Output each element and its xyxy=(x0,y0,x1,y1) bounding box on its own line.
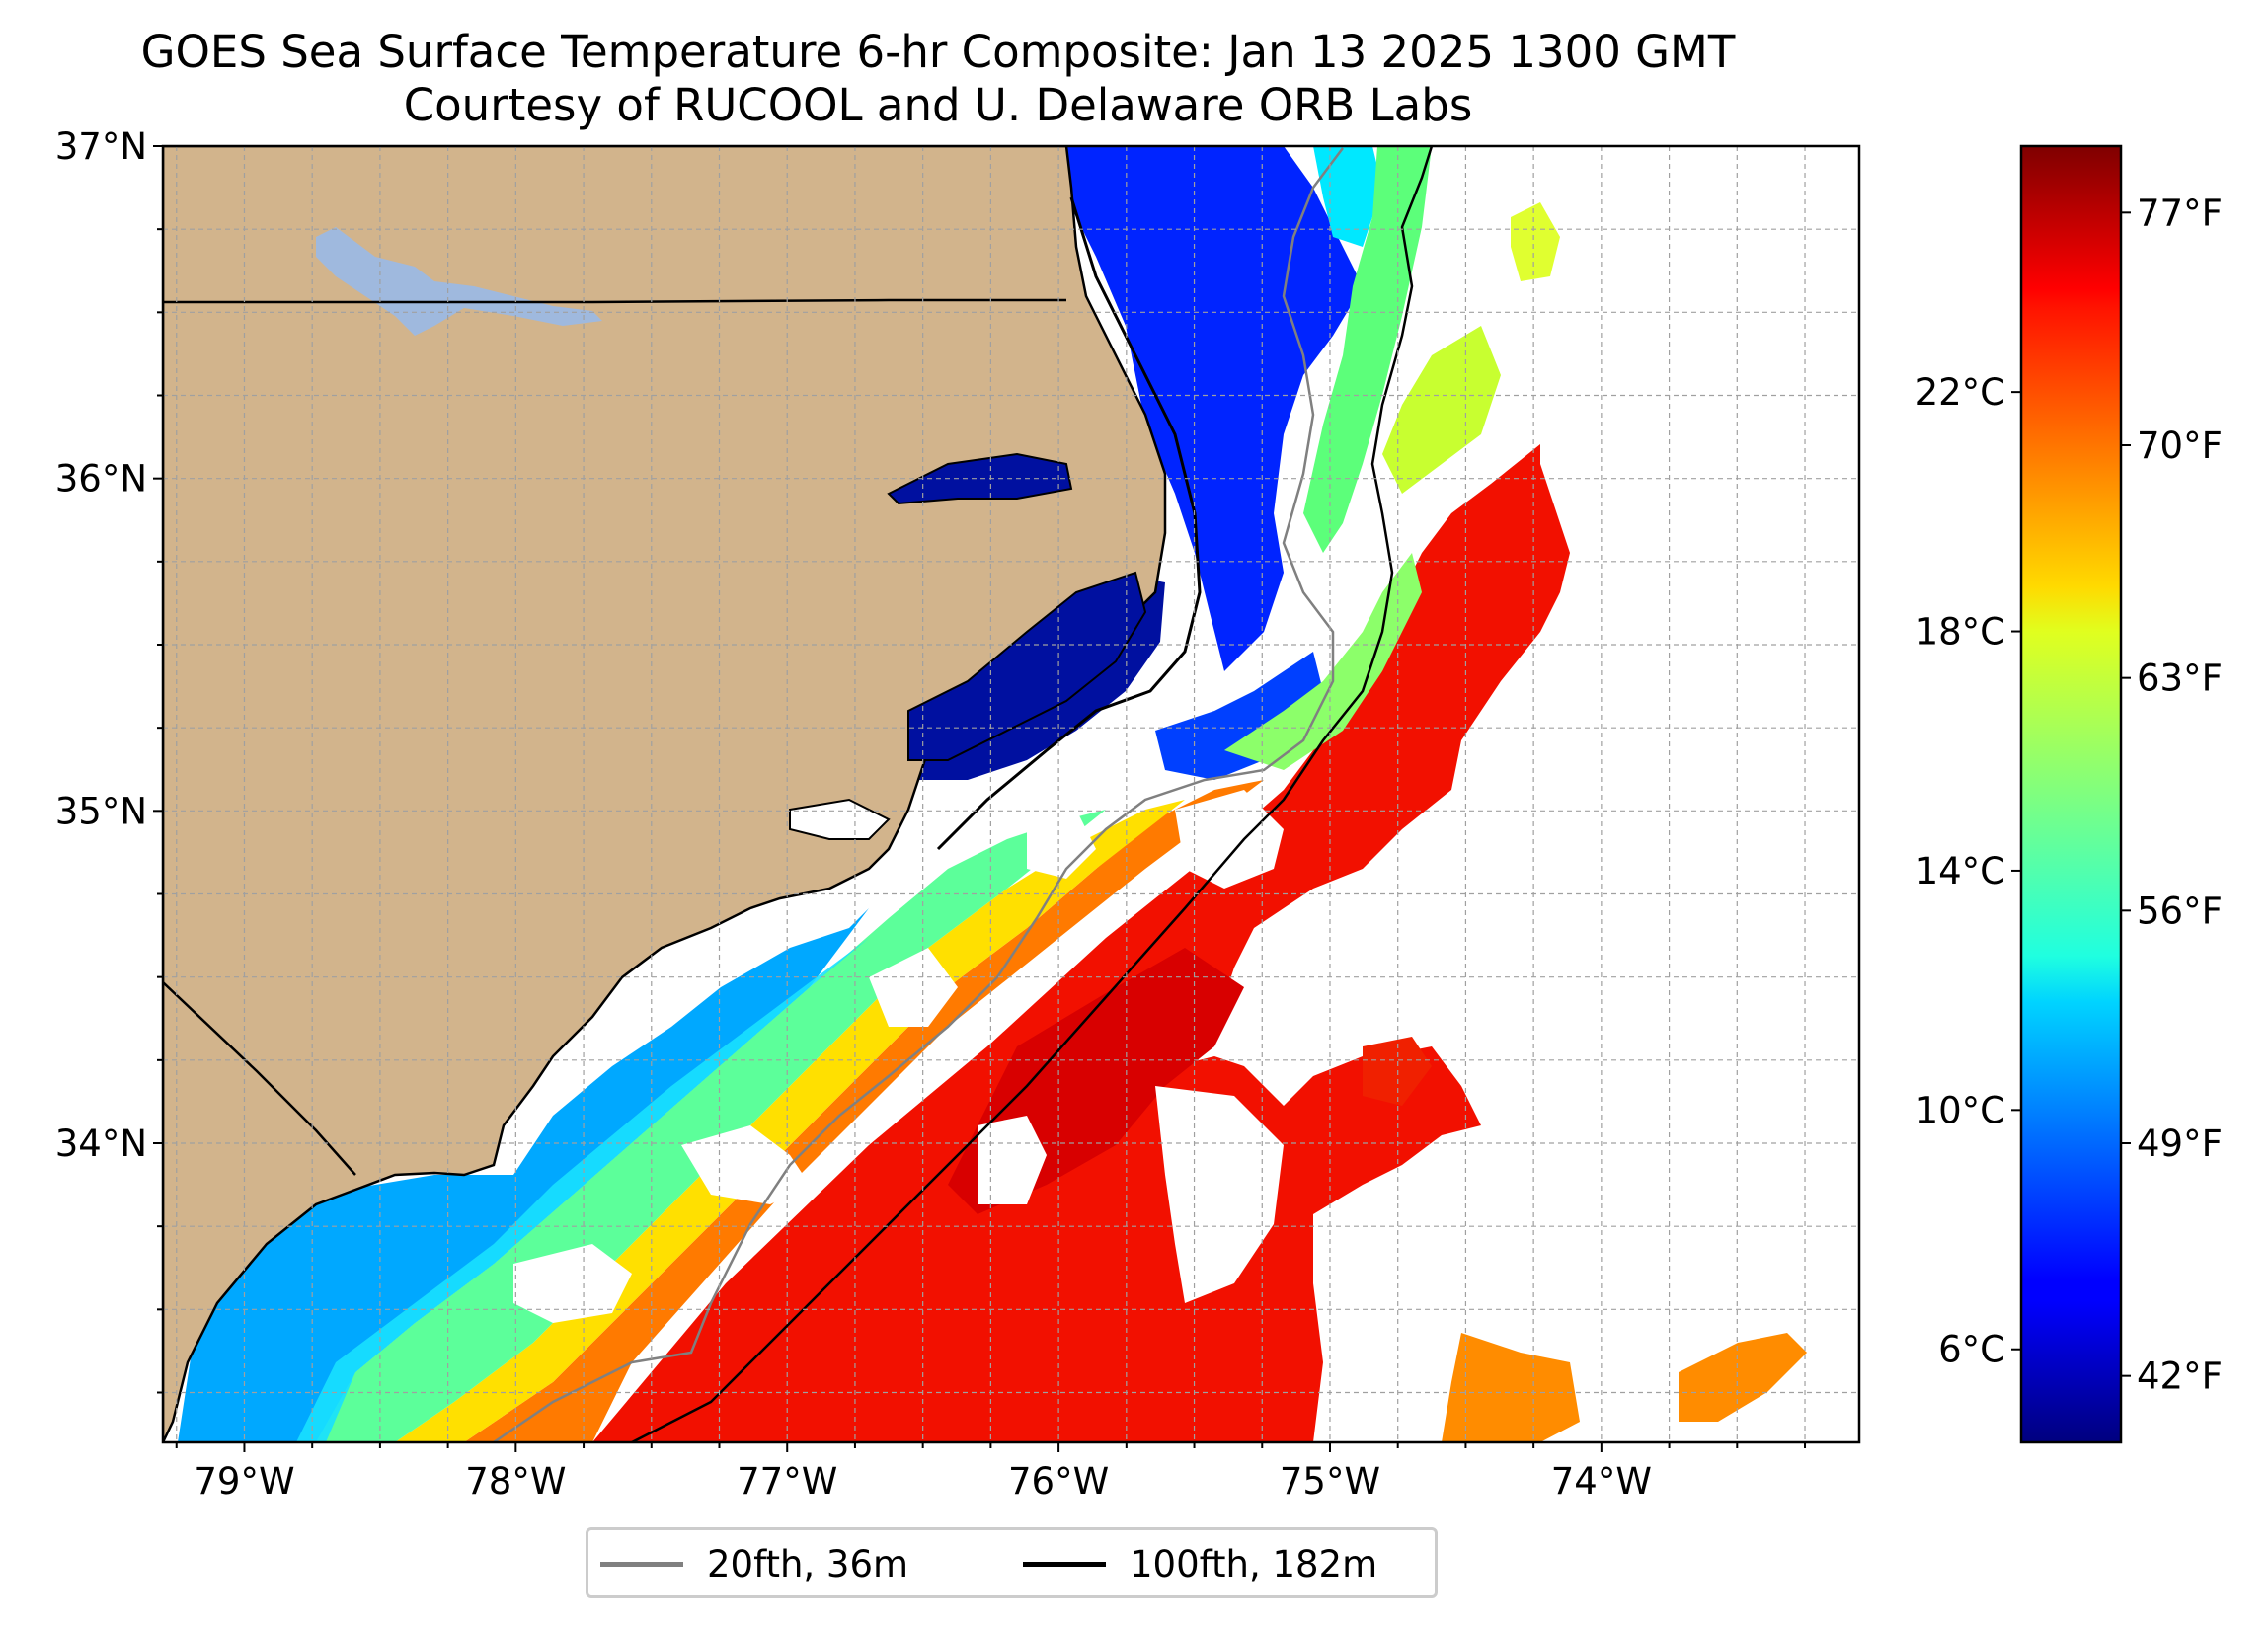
lon-tick-label: 74°W xyxy=(1551,1460,1652,1503)
colorbar-fahrenheit-label: 42°F xyxy=(2137,1355,2223,1398)
colorbar-celsius-label: 10°C xyxy=(1916,1089,2005,1131)
sst-hatteras-cool xyxy=(1155,652,1323,780)
map-title-line-1: GOES Sea Surface Temperature 6-hr Compos… xyxy=(140,26,1736,78)
cloud-mask-5 xyxy=(1155,1086,1284,1303)
legend-item-100fth: 100fth, 182m xyxy=(1023,1542,1377,1586)
colorbar-fahrenheit-label: 70°F xyxy=(2137,425,2223,467)
lon-tick-label: 79°W xyxy=(194,1460,294,1503)
sst-offshore-patch-2 xyxy=(1679,1333,1807,1422)
cloud-mask-6 xyxy=(1175,790,1284,889)
lat-tick-label: 35°N xyxy=(55,790,147,832)
sound-white-edge xyxy=(789,798,891,840)
sst-offshore-patch-3 xyxy=(1363,1037,1432,1106)
sst-shelf-front xyxy=(464,780,1264,1442)
land-mass xyxy=(163,146,1167,1442)
legend-line-100fth xyxy=(1023,1561,1106,1567)
map-title-line-2: Courtesy of RUCOOL and U. Delaware ORB L… xyxy=(403,79,1473,131)
sst-offshore-patch-1 xyxy=(1442,1333,1580,1442)
state-boundary-nc-sc xyxy=(163,981,356,1176)
lon-tick-label: 77°W xyxy=(737,1460,837,1503)
isobath-legend: 20fth, 36m 100fth, 182m xyxy=(586,1527,1438,1598)
colorbar-fahrenheit-label: 77°F xyxy=(2137,192,2223,234)
lat-tick-label: 36°N xyxy=(55,458,147,501)
legend-label-100fth: 100fth, 182m xyxy=(1130,1542,1378,1586)
colorbar-celsius-label: 22°C xyxy=(1916,371,2005,414)
lon-tick-label: 75°W xyxy=(1280,1460,1380,1503)
sound-pamlico xyxy=(907,571,1147,761)
colorbar-fahrenheit-label: 63°F xyxy=(2137,658,2223,700)
lat-tick-label: 37°N xyxy=(55,125,147,168)
colorbar-fahrenheit-axis: 42°F 49°F 56°F 63°F 70°F 77°F xyxy=(2121,192,2223,1398)
map-frame xyxy=(161,144,1861,1444)
legend-item-20fth: 20fth, 36m xyxy=(600,1542,908,1586)
isobath-100fth xyxy=(631,146,1434,1442)
sound-albemarle xyxy=(887,452,1073,505)
sst-slope-yellowgreen xyxy=(1382,326,1501,494)
sst-slope-green xyxy=(1303,146,1432,553)
cloud-mask-4 xyxy=(978,1116,1047,1204)
colorbar-celsius-label: 6°C xyxy=(1938,1329,2005,1371)
cloud-mask-3 xyxy=(869,948,958,1027)
sst-gulf-stream-warm xyxy=(592,444,1570,1442)
legend-line-20fth xyxy=(600,1561,683,1567)
longitude-axis: 79°W 78°W 77°W 76°W 75°W 74°W xyxy=(175,1442,1807,1503)
graticule xyxy=(163,146,1859,1442)
colorbar-fahrenheit-label: 49°F xyxy=(2137,1123,2223,1165)
lon-tick-label: 78°W xyxy=(465,1460,566,1503)
sst-map: 37°N 36°N 35°N 34°N 79°W 78°W 77°W 76°W 75°W 74°… xyxy=(55,125,2223,1503)
lake-kerr xyxy=(316,227,602,336)
colorbar-celsius-label: 14°C xyxy=(1916,850,2005,892)
cloud-mask-7 xyxy=(1027,810,1096,879)
sst-shelf-yellow xyxy=(395,800,1185,1442)
sst-eddy-yellow xyxy=(1511,202,1560,281)
colorbar-fahrenheit-label: 56°F xyxy=(2137,890,2223,932)
outer-banks xyxy=(936,196,1202,851)
state-boundary-va-nc xyxy=(163,298,1066,304)
legend-label-20fth: 20fth, 36m xyxy=(707,1542,909,1586)
latitude-axis: 37°N 36°N 35°N 34°N xyxy=(55,125,163,1394)
cloud-mask-1 xyxy=(513,1244,632,1323)
sst-hatteras-green xyxy=(1224,553,1422,770)
colorbar-celsius-label: 18°C xyxy=(1916,611,2005,654)
colorbar-gradient xyxy=(2019,144,2123,1444)
lon-tick-label: 76°W xyxy=(1008,1460,1109,1503)
colorbar-celsius-axis: 6°C 10°C 14°C 18°C 22°C xyxy=(1916,371,2021,1371)
lat-tick-label: 34°N xyxy=(55,1123,147,1165)
